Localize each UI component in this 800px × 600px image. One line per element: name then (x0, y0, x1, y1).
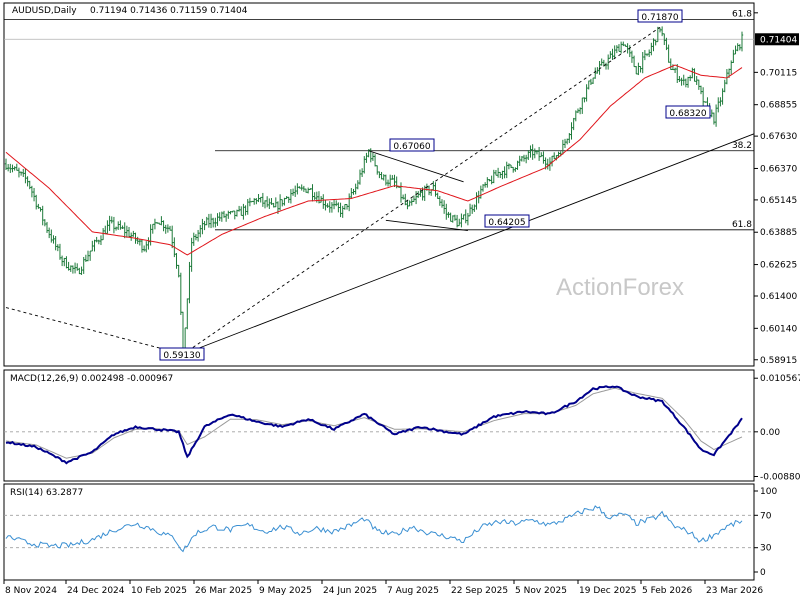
rsi-axis-label: 100 (760, 487, 777, 497)
x-axis-label: 24 Dec 2024 (67, 586, 125, 596)
current-price-value: 0.71404 (760, 35, 797, 45)
price-axis-label: 0.68855 (760, 101, 797, 111)
rsi-axis-label: 30 (760, 544, 772, 554)
price-axis-label: 0.62625 (760, 261, 797, 271)
price-label: 0.68320 (669, 109, 706, 119)
x-axis-label: 9 May 2025 (259, 586, 312, 596)
price-layer: 61.8 38.2 61.8 0.71870 0.67060 0.64205 0.59130… (4, 9, 755, 361)
macd-line (5, 385, 743, 465)
triangle-upper-line (368, 150, 464, 183)
price-label: 0.64205 (488, 218, 525, 228)
macd-axis-label: 0.010567 (760, 374, 800, 384)
symbol-label: AUDUSD,Daily (12, 6, 77, 16)
macd-signal-line (5, 387, 743, 459)
macd-axis-label: 0.00 (760, 428, 780, 438)
price-axis-label: 0.65145 (760, 196, 797, 206)
x-axis-label: 19 Dec 2025 (579, 586, 637, 596)
price-axis-label: 0.66370 (760, 164, 797, 174)
price-pane[interactable] (3, 2, 755, 367)
x-axis-label: 5 Feb 2026 (642, 586, 693, 596)
rsi-line (5, 505, 743, 553)
price-label: 0.67060 (393, 142, 430, 152)
price-axis-label: 0.60140 (760, 324, 797, 334)
macd-axis-label: -0.008808 (760, 473, 800, 483)
rsi-axis-label: 70 (760, 511, 772, 521)
triangle-lower-line (385, 219, 468, 232)
fib-label: 61.8 (732, 10, 752, 20)
price-axis-label: 0.70115 (760, 68, 797, 78)
macd-layer (4, 385, 754, 465)
rsi-label: RSI(14) 63.2877 (10, 488, 83, 498)
price-label-box (159, 347, 205, 361)
dashed-trendline-low (5, 307, 184, 355)
x-axis-label: 7 Aug 2025 (387, 586, 439, 596)
fib-label: 61.8 (732, 220, 752, 230)
price-axis-label: 0.67630 (760, 132, 797, 142)
x-axis-label: 26 Mar 2025 (195, 586, 252, 596)
dashed-channel-line (182, 26, 661, 355)
rsi-axis-label: 0 (760, 568, 766, 578)
rsi-layer (4, 505, 754, 553)
x-axis-label: 8 Nov 2024 (5, 586, 57, 596)
x-axis-label: 24 Jun 2025 (323, 586, 377, 596)
fib-label: 38.2 (732, 141, 752, 151)
macd-label: MACD(12,26,9) 0.002498 -0.000967 (10, 374, 173, 384)
watermark: ActionForex (556, 274, 684, 301)
price-label-box (389, 138, 435, 152)
price-axis-label: 0.61400 (760, 292, 797, 302)
x-axis-label: 10 Feb 2025 (131, 586, 187, 596)
current-price-tag (755, 33, 799, 46)
support-trendline (182, 133, 755, 355)
price-label: 0.59130 (163, 351, 200, 361)
price-label-box (637, 9, 683, 23)
moving-average-line (5, 64, 743, 256)
rsi-pane[interactable] (3, 483, 755, 581)
ohlc-label: 0.71194 0.71436 0.71159 0.71404 (90, 6, 248, 16)
price-axis-label: 0.63885 (760, 228, 797, 238)
x-axis-label: 22 Sep 2025 (451, 586, 508, 596)
x-axis-label: 5 Nov 2025 (515, 586, 567, 596)
x-axis-label: 23 Mar 2026 (706, 586, 763, 596)
price-label-box (484, 214, 530, 228)
price-axis-label: 0.58915 (760, 356, 797, 366)
price-label-box (665, 105, 711, 119)
price-label: 0.71870 (641, 13, 678, 23)
macd-pane[interactable] (3, 369, 755, 482)
axis-layer: 0.70115 0.68855 0.67630 0.66370 0.65145 0.638… (3, 12, 800, 596)
